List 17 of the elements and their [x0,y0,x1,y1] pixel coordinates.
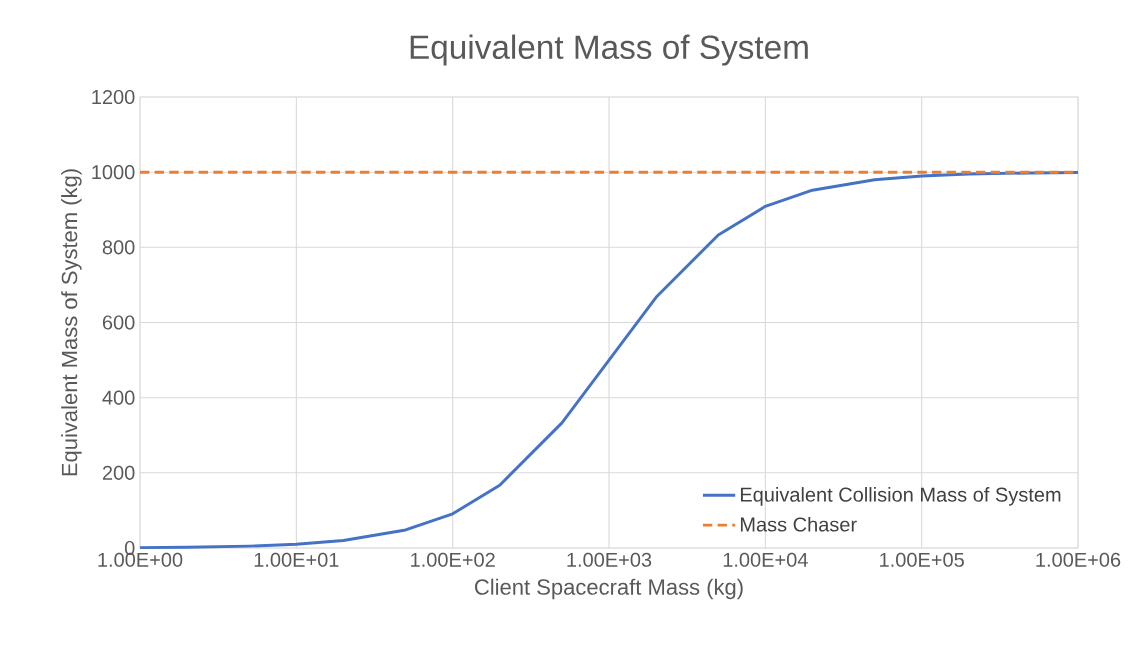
legend-label: Mass Chaser [740,516,857,532]
x-tick-label: 1.00E+06 [1036,552,1121,567]
y-tick-label: 800 [102,240,135,255]
legend-label: Equivalent Collision Mass of System [740,487,1061,506]
x-tick-label: 1.00E+03 [567,552,652,567]
y-tick-label: 1000 [92,165,135,180]
x-tick-label: 1.00E+02 [411,552,495,567]
y-tick-label: 200 [102,465,135,480]
x-tick-label: 1.00E+04 [723,552,808,567]
x-axis-title: Client Spacecraft Mass (kg) [475,578,743,600]
y-tick-label: 1200 [92,89,135,105]
y-tick-label: 400 [102,390,135,405]
x-tick-label: 1.00E+01 [254,552,339,567]
x-tick-label: 1.00E+05 [880,552,964,567]
y-axis-title: Equivalent Mass of System (kg) [61,169,82,476]
y-tick-label: 600 [102,315,135,330]
chart-title: Equivalent Mass of System [410,34,808,66]
